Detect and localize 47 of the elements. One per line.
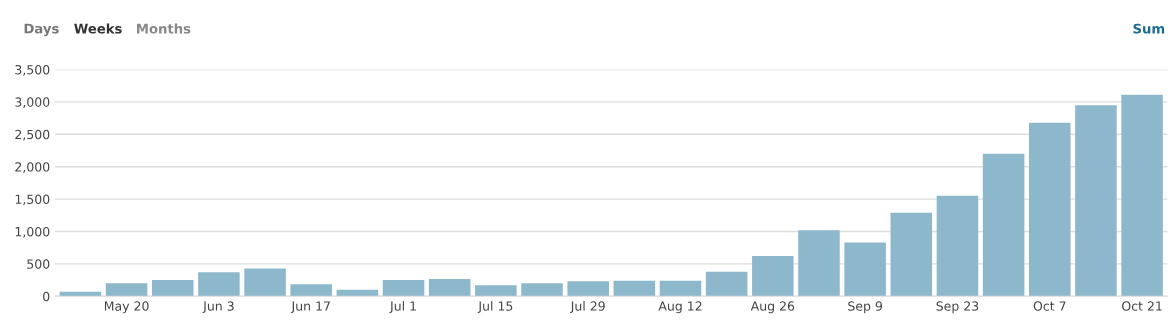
x-tick-label: Sep 9 bbox=[848, 301, 882, 314]
text: Months bbox=[137, 23, 191, 34]
bar bbox=[659, 280, 702, 297]
bar bbox=[382, 280, 425, 297]
bar bbox=[798, 230, 840, 297]
y-tick-label: 500 bbox=[27, 259, 50, 269]
bar bbox=[844, 242, 886, 297]
bar bbox=[105, 283, 148, 297]
x-tick-label: Jul 29 bbox=[570, 301, 605, 314]
y-tick-label: 2,000 bbox=[15, 162, 50, 173]
bar bbox=[198, 272, 240, 297]
y-tick-label: 0 bbox=[43, 291, 50, 302]
bar bbox=[1121, 94, 1163, 297]
x-tick-label: Aug 26 bbox=[750, 301, 795, 314]
text: Sum bbox=[1133, 23, 1165, 34]
x-tick-label: Jun 3 bbox=[202, 301, 234, 314]
x-tick-label: Oct 21 bbox=[1122, 301, 1162, 311]
bar bbox=[613, 280, 656, 297]
x-tick-label: Sep 23 bbox=[936, 301, 979, 314]
x-tick-label: Jul 15 bbox=[477, 301, 513, 314]
bar bbox=[567, 281, 609, 297]
bar bbox=[982, 153, 1025, 297]
bar bbox=[151, 280, 194, 297]
x-tick-label: Jun 17 bbox=[290, 301, 330, 314]
bar bbox=[1029, 122, 1071, 297]
x-tick-label: Aug 12 bbox=[658, 301, 702, 314]
text: Days bbox=[24, 23, 59, 37]
x-tick-label: Jul 1 bbox=[389, 301, 416, 314]
bar bbox=[244, 268, 286, 297]
bar bbox=[705, 271, 748, 297]
bar bbox=[521, 283, 563, 297]
x-tick-label: Oct 7 bbox=[1033, 301, 1066, 311]
text: Weeks bbox=[74, 23, 122, 34]
bar bbox=[475, 285, 517, 297]
bar bbox=[936, 195, 979, 297]
y-tick-label: 1,000 bbox=[15, 226, 50, 238]
bar bbox=[336, 289, 379, 297]
y-tick-label: 3,500 bbox=[15, 64, 50, 76]
y-tick-label: 1,500 bbox=[15, 194, 50, 206]
bar bbox=[1075, 105, 1117, 297]
bar bbox=[752, 256, 794, 297]
bar bbox=[290, 284, 332, 297]
bar bbox=[890, 212, 933, 297]
y-tick-label: 3,000 bbox=[15, 97, 50, 109]
x-tick-label: May 20 bbox=[104, 301, 149, 314]
bar bbox=[428, 279, 471, 297]
y-tick-label: 2,500 bbox=[15, 129, 50, 141]
